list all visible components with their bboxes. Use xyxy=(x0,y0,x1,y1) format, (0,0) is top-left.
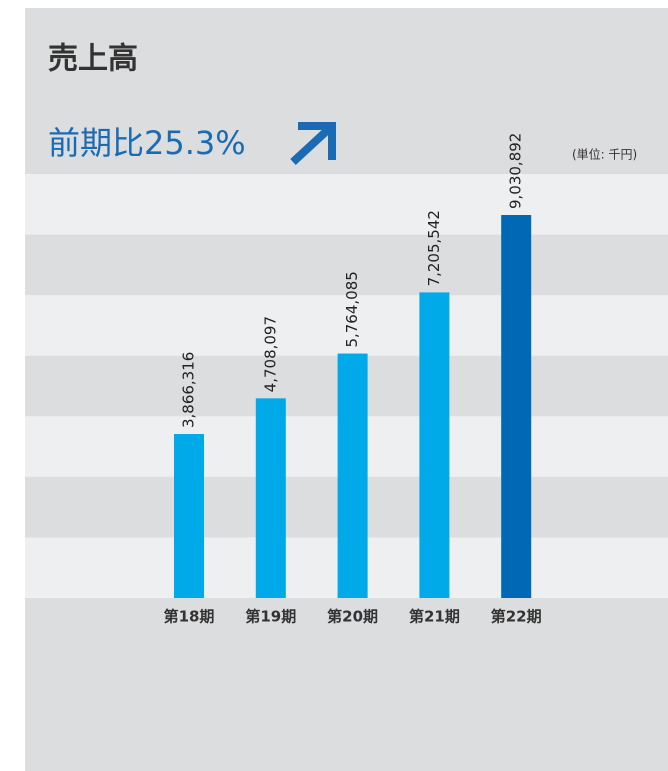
value-label: 7,205,542 xyxy=(425,210,443,286)
x-tick-label: 第22期 xyxy=(491,608,542,626)
bar xyxy=(255,398,286,598)
subtitle: 前期比25.3% xyxy=(48,124,246,162)
x-tick-label: 第20期 xyxy=(327,608,378,626)
bar xyxy=(419,292,450,598)
up-arrow xyxy=(290,122,336,165)
x-tick-label: 第21期 xyxy=(409,608,460,626)
value-label: 3,866,316 xyxy=(180,352,198,428)
value-label: 5,764,085 xyxy=(343,271,361,347)
x-tick-label: 第18期 xyxy=(164,608,215,626)
bar xyxy=(337,353,368,598)
chart-title: 売上高 xyxy=(48,42,138,77)
value-label: 9,030,892 xyxy=(507,133,525,209)
value-label: 4,708,097 xyxy=(261,316,279,392)
stripe xyxy=(25,295,668,356)
unit-note: (単位: 千円) xyxy=(572,147,637,162)
bar xyxy=(501,215,532,598)
x-tick-label: 第19期 xyxy=(245,608,296,626)
bar xyxy=(174,434,204,598)
stripe xyxy=(25,174,668,235)
